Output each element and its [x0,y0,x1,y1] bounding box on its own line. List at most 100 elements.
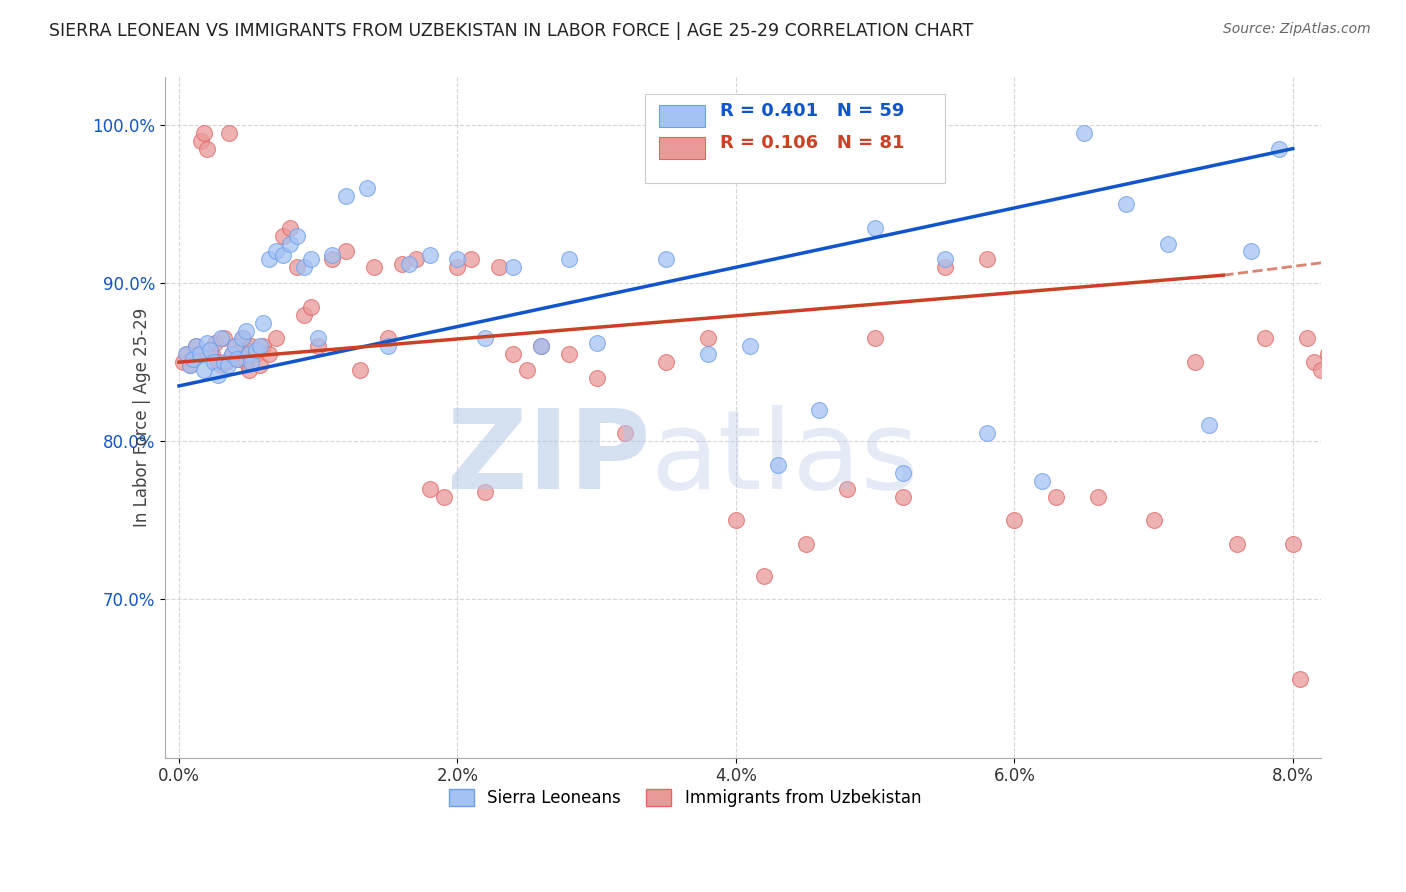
Text: SIERRA LEONEAN VS IMMIGRANTS FROM UZBEKISTAN IN LABOR FORCE | AGE 25-29 CORRELAT: SIERRA LEONEAN VS IMMIGRANTS FROM UZBEKI… [49,22,973,40]
Point [585,371,607,385]
Point [179,359,201,373]
Point [1142,513,1164,527]
Point [321,252,343,267]
Point [1031,474,1053,488]
Point [530,339,553,353]
Point [198,343,221,357]
Point [226,351,249,366]
Point [446,252,468,267]
Point [195,336,218,351]
Point [212,355,235,369]
Y-axis label: In Labor Force | Age 25-29: In Labor Force | Age 25-29 [134,308,152,527]
Point [377,331,399,345]
Point [273,247,295,261]
Point [1282,537,1305,551]
Point [419,482,441,496]
Point [204,336,226,351]
Point [249,359,271,373]
Point [212,331,235,345]
Point [172,355,194,369]
Point [235,355,257,369]
Point [181,351,204,366]
Point [249,339,271,353]
Point [224,339,246,353]
Point [1087,490,1109,504]
Point [259,252,281,267]
Point [280,236,302,251]
Point [460,252,482,267]
Point [405,252,427,267]
Point [585,336,607,351]
Point [530,339,553,353]
Point [1156,236,1178,251]
Point [419,247,441,261]
Point [794,537,817,551]
Point [976,426,998,441]
Point [1288,672,1310,686]
Point [209,359,232,373]
Point [252,316,274,330]
Point [280,220,302,235]
Point [863,220,886,235]
Point [1073,126,1095,140]
Point [808,402,831,417]
Point [474,484,496,499]
Text: ZIP: ZIP [447,405,651,512]
Point [1316,347,1339,361]
Point [1184,355,1206,369]
Text: Source: ZipAtlas.com: Source: ZipAtlas.com [1223,22,1371,37]
Point [307,331,329,345]
Point [179,359,201,373]
FancyBboxPatch shape [644,95,945,183]
Point [221,347,243,361]
Point [655,252,678,267]
Point [245,347,267,361]
Point [229,343,252,357]
Point [307,339,329,353]
Point [201,347,224,361]
Point [299,300,322,314]
Legend: Sierra Leoneans, Immigrants from Uzbekistan: Sierra Leoneans, Immigrants from Uzbekis… [443,782,928,814]
Point [245,343,267,357]
Point [285,260,308,275]
Point [398,257,420,271]
Point [188,347,211,361]
Point [235,324,257,338]
Point [934,260,956,275]
Point [1198,418,1220,433]
Point [209,331,232,345]
Point [240,355,263,369]
Point [266,331,288,345]
Point [193,363,215,377]
Point [207,368,229,382]
Point [516,363,538,377]
Point [377,339,399,353]
Point [174,347,197,361]
Point [502,347,524,361]
Point [176,347,198,361]
Point [724,513,747,527]
Point [363,260,385,275]
Point [252,339,274,353]
Point [226,351,249,366]
Point [432,490,454,504]
Point [613,426,636,441]
Point [217,359,239,373]
Point [1240,244,1263,259]
Point [259,347,281,361]
Text: R = 0.401   N = 59: R = 0.401 N = 59 [720,102,904,120]
Point [356,181,378,195]
Point [273,228,295,243]
Point [738,339,761,353]
Point [238,347,260,361]
Point [231,331,253,345]
Point [1115,197,1137,211]
Point [1002,513,1025,527]
Point [240,339,263,353]
Point [697,331,720,345]
Point [184,339,207,353]
Point [891,490,914,504]
Point [335,244,357,259]
Point [502,260,524,275]
Point [488,260,510,275]
